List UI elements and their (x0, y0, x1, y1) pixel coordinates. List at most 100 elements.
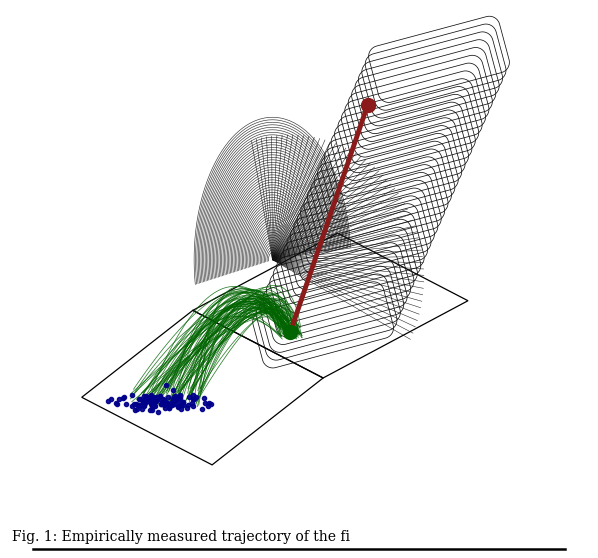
Point (128, 391, 138, 400)
Point (151, 397, 161, 406)
Point (170, 395, 179, 404)
Point (132, 404, 142, 413)
Point (112, 400, 121, 408)
Point (132, 399, 141, 408)
Point (112, 398, 121, 407)
Text: Fig. 1: Empirically measured trajectory of the fi: Fig. 1: Empirically measured trajectory … (12, 530, 350, 544)
Point (160, 401, 169, 410)
Point (129, 400, 139, 409)
Point (169, 399, 179, 408)
Point (161, 399, 171, 408)
Point (139, 397, 148, 406)
Point (157, 399, 166, 408)
Point (144, 395, 154, 404)
Point (188, 395, 197, 403)
Point (175, 402, 184, 411)
Point (168, 397, 178, 406)
Point (142, 391, 151, 400)
Point (167, 399, 176, 408)
Point (176, 401, 186, 410)
Point (134, 400, 144, 409)
Point (150, 397, 160, 406)
Point (191, 392, 200, 401)
Point (139, 401, 149, 410)
Point (150, 397, 159, 406)
Point (197, 405, 207, 414)
Point (140, 396, 150, 405)
Point (139, 392, 148, 401)
Point (161, 397, 170, 406)
Point (189, 395, 199, 404)
Point (187, 399, 197, 408)
Point (160, 398, 169, 407)
Point (167, 400, 176, 408)
Point (206, 400, 216, 409)
Point (151, 396, 160, 405)
Point (152, 393, 161, 402)
Point (167, 401, 176, 410)
Point (141, 395, 151, 403)
Point (119, 393, 129, 402)
Point (167, 400, 176, 408)
Point (106, 394, 115, 403)
Point (138, 398, 148, 407)
Point (137, 405, 147, 413)
Point (203, 402, 213, 411)
Point (156, 400, 166, 408)
Point (363, 101, 373, 110)
Point (170, 397, 179, 406)
Point (145, 406, 155, 415)
Point (127, 401, 137, 410)
Point (162, 398, 172, 407)
Point (163, 392, 173, 401)
Point (164, 403, 173, 412)
Point (155, 392, 164, 401)
Point (161, 380, 171, 389)
Point (169, 396, 179, 405)
Point (285, 328, 295, 336)
Point (158, 397, 168, 406)
Point (149, 402, 158, 411)
Point (148, 402, 157, 411)
Point (149, 392, 158, 401)
Point (130, 406, 140, 415)
Point (145, 392, 154, 401)
Point (136, 401, 145, 410)
Point (165, 400, 175, 408)
Point (142, 396, 152, 405)
Point (179, 401, 188, 410)
Point (121, 400, 131, 409)
Point (173, 403, 183, 412)
Point (160, 403, 170, 412)
Point (178, 398, 188, 407)
Point (178, 397, 187, 406)
Point (176, 391, 185, 400)
Point (149, 396, 158, 405)
Point (140, 399, 150, 408)
Point (139, 401, 149, 410)
Point (158, 395, 167, 403)
Point (148, 401, 158, 410)
Point (200, 393, 209, 402)
Point (159, 396, 169, 405)
Point (149, 397, 158, 406)
Point (182, 404, 191, 413)
Point (188, 402, 197, 411)
Point (168, 395, 178, 404)
Point (173, 401, 182, 410)
Point (135, 395, 145, 403)
Point (145, 398, 155, 407)
Point (147, 391, 156, 400)
Point (166, 399, 175, 408)
Point (114, 395, 124, 404)
Point (103, 396, 112, 405)
Point (164, 404, 173, 413)
Point (183, 400, 193, 409)
Point (147, 392, 156, 401)
Point (188, 391, 197, 400)
Point (146, 400, 155, 409)
Point (145, 396, 154, 405)
Point (148, 394, 158, 403)
Point (134, 395, 144, 403)
Point (172, 395, 181, 404)
